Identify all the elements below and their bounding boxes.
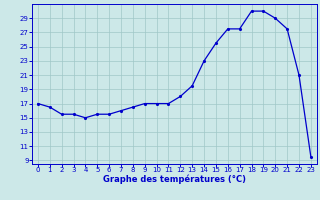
X-axis label: Graphe des températures (°C): Graphe des températures (°C) <box>103 175 246 184</box>
